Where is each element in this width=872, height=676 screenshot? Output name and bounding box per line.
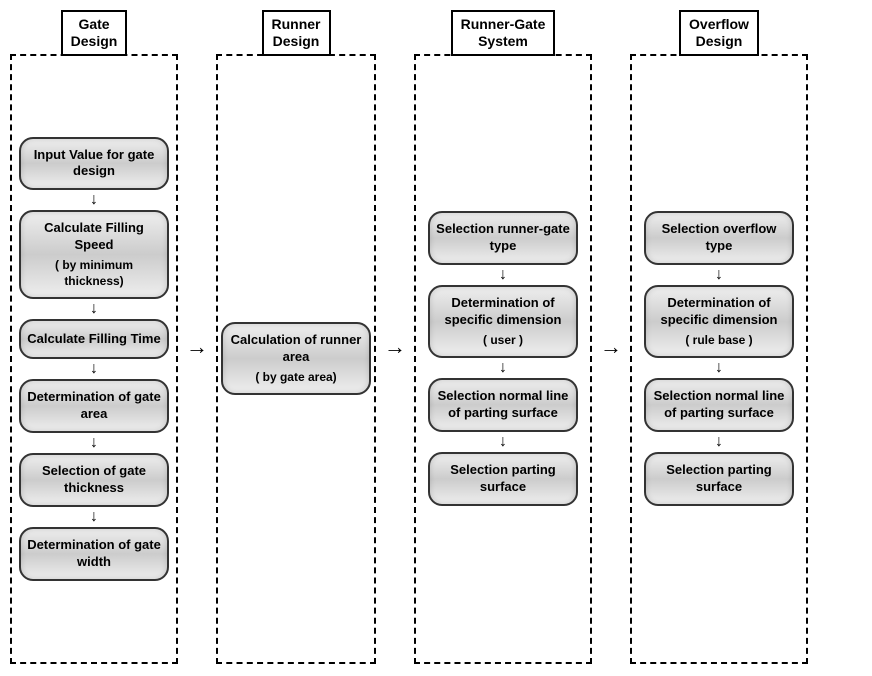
v-arrow: ↓ [715,434,723,450]
node-sublabel: ( by minimum thickness) [27,258,161,289]
flow-node: Determination of specific dimension ( use… [428,285,578,358]
column: Calculation of runner area ( by gate area… [216,54,376,664]
h-arrow: → [598,334,624,360]
v-arrow: ↓ [90,192,98,208]
node-label: Selection parting surface [436,462,570,496]
node-label: Selection overflow type [652,221,786,255]
h-arrow: → [382,334,408,360]
v-arrow: ↓ [715,267,723,283]
flow-node: Selection normal line of parting surface [428,378,578,432]
node-label: Determination of gate width [27,537,161,571]
v-arrow: ↓ [90,509,98,525]
column-header: Gate Design [61,10,128,56]
node-label: Determination of specific dimension [652,295,786,329]
column-wrap: Overflow Design Selection overflow type ↓ D… [630,10,808,664]
flowchart-diagram: Gate Design Input Value for gate design ↓ C… [10,10,862,664]
node-label: Selection normal line of parting surface [652,388,786,422]
node-label: Input Value for gate design [27,147,161,181]
flow-node: Calculation of runner area ( by gate area… [221,322,371,395]
flow-node: Determination of gate area [19,379,169,433]
column-wrap: Gate Design Input Value for gate design ↓ C… [10,10,178,664]
v-arrow: ↓ [499,434,507,450]
node-label: Determination of specific dimension [436,295,570,329]
node-label: Calculate Filling Time [27,331,161,348]
column: Selection overflow type ↓ Determination of… [630,54,808,664]
node-sublabel: ( user ) [436,333,570,349]
column-header: Runner Design [262,10,331,56]
flow-node: Selection normal line of parting surface [644,378,794,432]
column: Selection runner-gate type ↓ Determination… [414,54,592,664]
flow-node: Selection parting surface [644,452,794,506]
column-header: Overflow Design [679,10,759,56]
flow-node: Selection parting surface [428,452,578,506]
flow-node: Calculate Filling Speed ( by minimum thic… [19,210,169,299]
node-label: Calculation of runner area [229,332,363,366]
column-wrap: Runner Design Calculation of runner area (… [216,10,376,664]
column-header: Runner-Gate System [451,10,556,56]
column-wrap: Runner-Gate SystemSelection runner-gate … [414,10,592,664]
flow-node: Selection of gate thickness [19,453,169,507]
flow-node: Selection runner-gate type [428,211,578,265]
flow-node: Input Value for gate design [19,137,169,191]
node-label: Determination of gate area [27,389,161,423]
node-label: Selection runner-gate type [436,221,570,255]
node-label: Selection normal line of parting surface [436,388,570,422]
v-arrow: ↓ [90,301,98,317]
node-label: Selection of gate thickness [27,463,161,497]
node-label: Selection parting surface [652,462,786,496]
node-sublabel: ( rule base ) [652,333,786,349]
v-arrow: ↓ [90,435,98,451]
v-arrow: ↓ [90,361,98,377]
flow-node: Calculate Filling Time [19,319,169,359]
node-sublabel: ( by gate area) [229,370,363,386]
h-arrow: → [184,334,210,360]
v-arrow: ↓ [499,267,507,283]
flow-node: Determination of specific dimension ( rul… [644,285,794,358]
v-arrow: ↓ [715,360,723,376]
flow-node: Determination of gate width [19,527,169,581]
node-label: Calculate Filling Speed [27,220,161,254]
flow-node: Selection overflow type [644,211,794,265]
v-arrow: ↓ [499,360,507,376]
column: Input Value for gate design ↓ Calculate Fi… [10,54,178,664]
